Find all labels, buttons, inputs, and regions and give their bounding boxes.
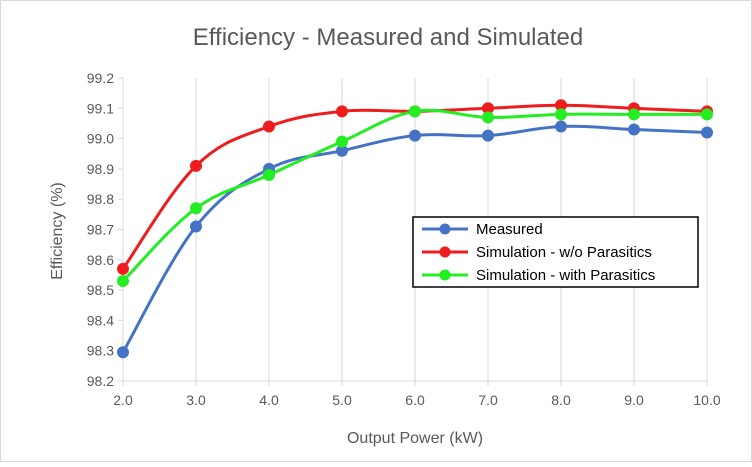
y-tick-label: 98.7 — [87, 222, 114, 238]
data-point-simulation-with-parasitics — [263, 168, 275, 181]
data-point-simulation-with-parasitics — [555, 108, 567, 121]
x-tick-label: 2.0 — [113, 392, 133, 408]
x-tick-label: 5.0 — [332, 392, 352, 408]
chart-title: Efficiency - Measured and Simulated — [193, 24, 583, 51]
y-tick-label: 98.5 — [87, 282, 114, 298]
axes: 98.2 98.3 98.4 98.5 98.6 98.7 98.8 98.9 99.0 99.1… — [87, 70, 721, 408]
x-tick-label: 10.0 — [693, 392, 720, 408]
y-tick-label: 98.8 — [87, 191, 114, 207]
y-tick-label: 98.3 — [87, 343, 114, 359]
y-tick-label: 99.2 — [87, 70, 114, 86]
data-point-simulation-w-o-parasitics — [263, 120, 275, 133]
y-tick-label: 99.0 — [87, 131, 114, 147]
data-point-simulation-with-parasitics — [117, 275, 129, 288]
legend-marker-simulation-with-parasitics — [439, 269, 451, 281]
data-point-simulation-w-o-parasitics — [117, 262, 129, 275]
data-point-simulation-w-o-parasitics — [336, 105, 348, 118]
data-point-measured — [701, 126, 713, 139]
data-point-measured — [482, 129, 494, 142]
data-point-simulation-with-parasitics — [482, 111, 494, 124]
x-tick-label: 7.0 — [478, 392, 498, 408]
data-point-measured — [628, 123, 640, 136]
y-axis-title: Efficiency (%) — [49, 182, 66, 280]
data-point-simulation-with-parasitics — [701, 108, 713, 121]
data-point-simulation-with-parasitics — [409, 105, 421, 118]
y-tick-label: 98.2 — [87, 373, 114, 389]
legend-marker-simulation-w-o-parasitics — [439, 246, 451, 258]
x-tick-label: 4.0 — [259, 392, 279, 408]
y-tick-label: 98.4 — [87, 312, 114, 328]
data-point-measured — [117, 346, 129, 359]
data-point-measured — [190, 220, 202, 233]
legend-label-simulation-w-o-parasitics: Simulation - w/o Parasitics — [476, 244, 652, 261]
data-point-measured — [409, 129, 421, 142]
series-markers — [117, 99, 713, 359]
x-axis-title: Output Power (kW) — [347, 430, 483, 447]
data-point-simulation-with-parasitics — [628, 108, 640, 121]
x-tick-label: 9.0 — [624, 392, 644, 408]
legend: Measured Simulation - w/o Parasitics Simul… — [412, 216, 699, 288]
legend-label-simulation-with-parasitics: Simulation - with Parasitics — [476, 267, 655, 284]
x-tick-label: 6.0 — [405, 392, 425, 408]
legend-label-measured: Measured — [476, 221, 543, 238]
data-point-measured — [555, 120, 567, 133]
legend-marker-measured — [439, 223, 451, 235]
data-point-simulation-w-o-parasitics — [190, 159, 202, 172]
y-tick-label: 99.1 — [87, 100, 114, 116]
y-tick-label: 98.6 — [87, 252, 114, 268]
x-tick-label: 3.0 — [186, 392, 206, 408]
data-point-simulation-with-parasitics — [190, 202, 202, 215]
data-point-simulation-with-parasitics — [336, 135, 348, 148]
x-tick-label: 8.0 — [551, 392, 571, 408]
y-tick-label: 98.9 — [87, 161, 114, 177]
